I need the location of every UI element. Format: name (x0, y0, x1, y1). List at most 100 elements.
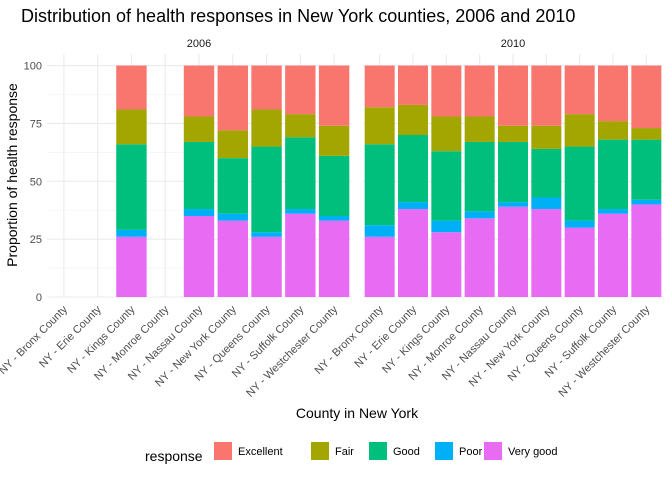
bar-segment-excellent (531, 65, 562, 126)
bar-segment-poor (498, 202, 528, 207)
bar-segment-excellent (598, 65, 628, 122)
bar-segment-fair (464, 116, 495, 142)
bar-segment-very-good (285, 213, 316, 297)
bar-segment-good (364, 144, 395, 226)
bar-segment-poor (116, 229, 147, 237)
bar-segment-poor (251, 232, 282, 237)
bar-segment-fair (183, 116, 215, 142)
legend-key-fair (311, 442, 329, 460)
bar-segment-excellent (498, 65, 528, 126)
bar-segment-excellent (431, 65, 462, 117)
bar-segment-fair (598, 121, 628, 140)
bar-segment-excellent (318, 65, 350, 126)
bar-segment-fair (318, 125, 350, 156)
bar-segment-good (464, 141, 495, 212)
bar-segment-very-good (183, 216, 215, 297)
chart-title: Distribution of health responses in New … (21, 6, 575, 26)
bar-segment-poor (364, 225, 395, 237)
legend-key-very-good (484, 442, 502, 460)
bar-segment-good (598, 139, 628, 210)
legend-item-very-good: Very good (484, 442, 558, 460)
bar-segment-poor (564, 220, 595, 228)
legend-label: Poor (459, 446, 483, 458)
bar-segment-very-good (116, 236, 147, 297)
bar-segment-good (251, 146, 282, 233)
bar-segment-very-good (564, 227, 595, 297)
bar-segment-excellent (285, 65, 316, 115)
legend-item-excellent: Excellent (214, 442, 283, 460)
bar-segment-fair (531, 125, 562, 149)
bar-segment-excellent (251, 65, 282, 110)
bar-segment-fair (498, 125, 528, 142)
bar-segment-good (531, 148, 562, 198)
bar-segment-excellent (116, 65, 147, 110)
legend-label: Fair (335, 446, 354, 458)
bar-segment-very-good (531, 209, 562, 297)
bar-segment-good (398, 135, 428, 203)
x-axis-label: County in New York (296, 405, 419, 421)
bar-segment-very-good (398, 209, 428, 297)
bar-segment-very-good (217, 220, 248, 297)
y-axis-label: Proportion of health response (4, 83, 20, 267)
bar-segment-fair (285, 114, 316, 138)
bar-segment-good (431, 151, 462, 221)
bar-segment-fair (217, 130, 248, 159)
bar-segment-excellent (564, 65, 595, 115)
legend-label: Good (393, 446, 420, 458)
legend-label: Very good (508, 446, 558, 458)
legend-key-poor (435, 442, 453, 460)
bar-segment-excellent (631, 65, 662, 129)
bar-segment-good (318, 155, 350, 216)
bar-segment-good (498, 141, 528, 203)
bar-segment-poor (285, 209, 316, 214)
bar-segment-fair (398, 104, 428, 135)
bar-segment-excellent (183, 65, 215, 117)
legend-title: response (145, 448, 203, 464)
legend-item-fair: Fair (311, 442, 354, 460)
bar-segment-fair (116, 109, 147, 145)
bar-segment-very-good (364, 236, 395, 297)
legend-item-good: Good (369, 442, 420, 460)
bar-segment-poor (431, 220, 462, 233)
bar-segment-fair (631, 128, 662, 140)
bar-segment-very-good (498, 206, 528, 297)
bar-segment-good (564, 146, 595, 221)
bar-segment-poor (464, 211, 495, 219)
bar-segment-excellent (464, 65, 495, 117)
y-tick-label: 50 (30, 176, 42, 188)
bar-segment-poor (217, 213, 248, 221)
bar-segment-good (116, 144, 147, 230)
bar-segment-poor (183, 209, 215, 216)
y-tick-label: 100 (24, 61, 42, 73)
facet-strip-label: 2010 (501, 38, 525, 50)
legend-label: Excellent (238, 446, 283, 458)
legend-key-good (369, 442, 387, 460)
bar-segment-very-good (598, 213, 628, 297)
bar-segment-excellent (398, 65, 428, 105)
bar-segment-very-good (631, 204, 662, 297)
bar-segment-fair (251, 109, 282, 147)
legend-item-poor: Poor (435, 442, 483, 460)
bar-segment-poor (631, 199, 662, 205)
bar-segment-fair (431, 116, 462, 152)
bar-segment-very-good (318, 220, 350, 297)
legend: response Excellent Fair Good Poor Very good (145, 442, 558, 464)
bar-segment-excellent (364, 65, 395, 108)
legend-key-excellent (214, 442, 232, 460)
bar-segment-very-good (431, 232, 462, 297)
y-tick-label: 75 (30, 118, 42, 130)
bar-segment-fair (564, 114, 595, 147)
bar-segment-good (285, 137, 316, 210)
bar-segment-good (631, 139, 662, 200)
bar-segment-good (217, 158, 248, 214)
bar-segment-excellent (217, 65, 248, 131)
bar-segment-very-good (464, 218, 495, 297)
y-tick-label: 0 (36, 292, 42, 304)
y-tick-label: 25 (30, 234, 42, 246)
bar-segment-poor (598, 209, 628, 214)
bar-segment-poor (318, 216, 350, 221)
